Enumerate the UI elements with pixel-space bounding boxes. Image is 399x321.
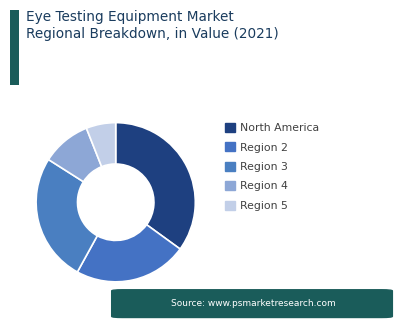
Text: Source: www.psmarketresearch.com: Source: www.psmarketresearch.com — [171, 299, 336, 308]
Wedge shape — [87, 123, 116, 167]
FancyBboxPatch shape — [112, 290, 392, 317]
Wedge shape — [36, 160, 97, 272]
Wedge shape — [77, 225, 180, 282]
Legend: North America, Region 2, Region 3, Region 4, Region 5: North America, Region 2, Region 3, Regio… — [225, 123, 319, 211]
Wedge shape — [116, 123, 196, 249]
Text: Eye Testing Equipment Market
Regional Breakdown, in Value (2021): Eye Testing Equipment Market Regional Br… — [26, 10, 279, 41]
Wedge shape — [49, 128, 102, 182]
